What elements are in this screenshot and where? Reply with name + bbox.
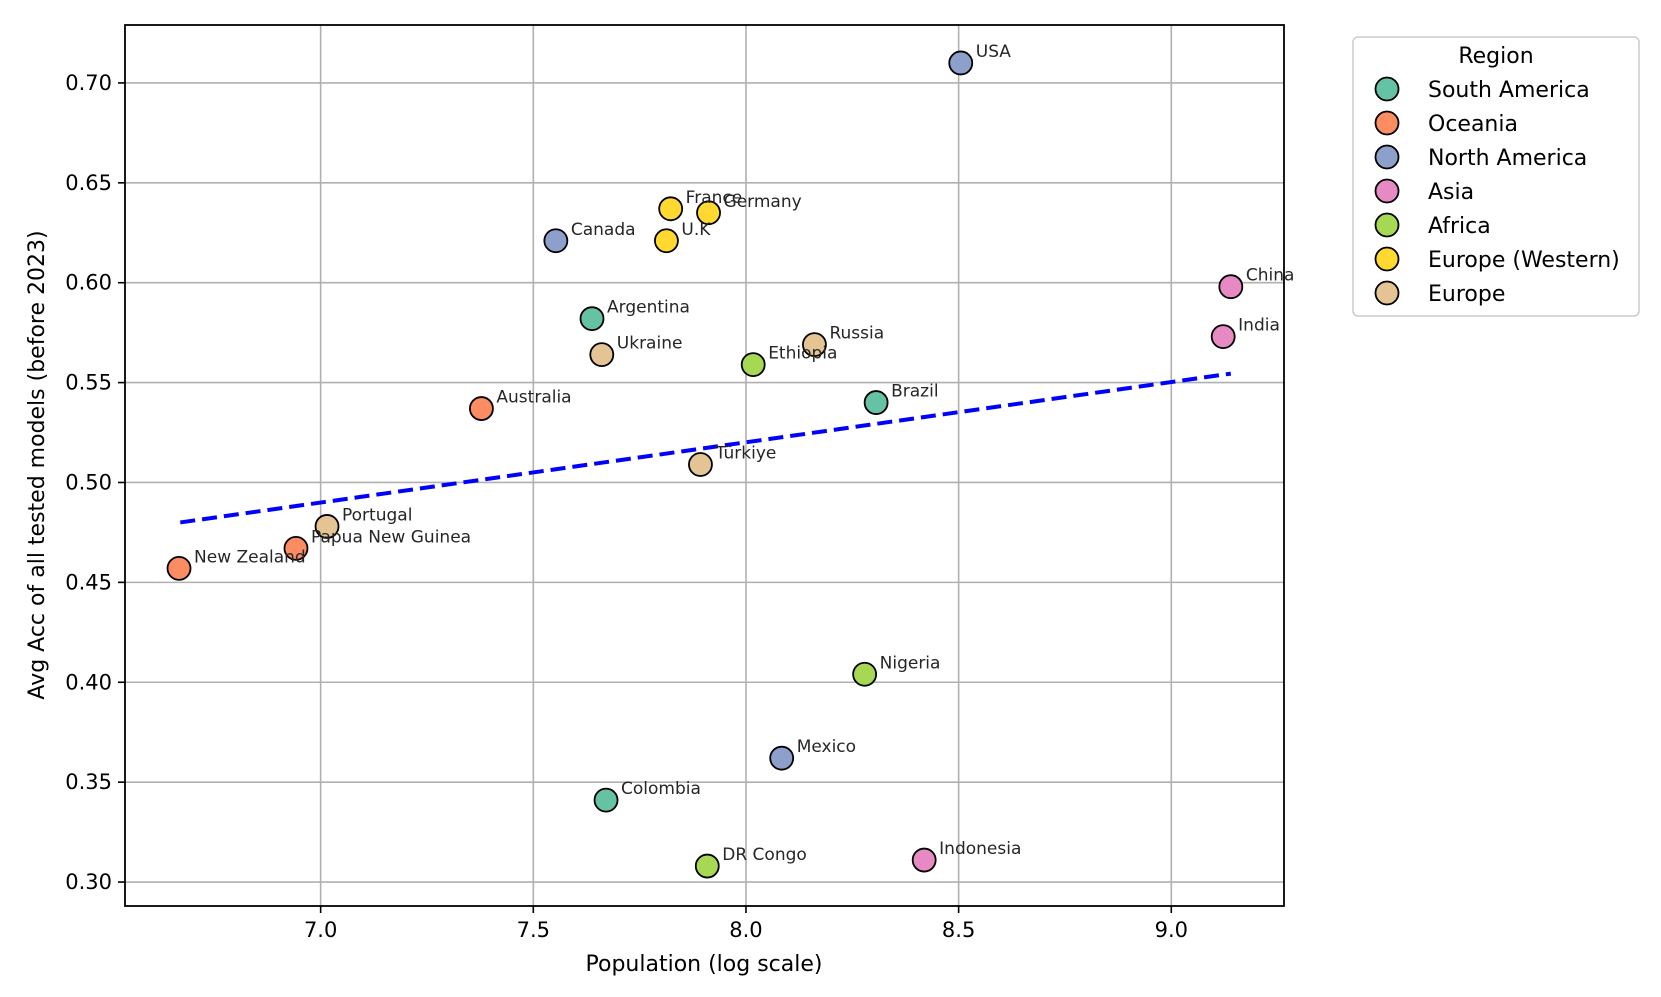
y-tick-label: 0.30 bbox=[65, 870, 112, 894]
point-ethiopia bbox=[740, 352, 766, 378]
y-axis-label: Avg Acc of all tested models (before 202… bbox=[25, 230, 50, 699]
point-nigeria bbox=[852, 661, 878, 687]
legend-label-africa: Africa bbox=[1428, 214, 1491, 239]
legend-marker-europe-western bbox=[1374, 246, 1400, 272]
point-portugal bbox=[314, 514, 340, 539]
y-tick-label: 0.55 bbox=[65, 371, 112, 395]
point-label-mexico: Mexico bbox=[797, 737, 856, 757]
plot-frame bbox=[124, 24, 1285, 907]
point-ukraine bbox=[589, 342, 615, 368]
point-label-indonesia: Indonesia bbox=[939, 839, 1021, 859]
legend-label-asia: Asia bbox=[1428, 180, 1474, 205]
x-axis: 7.0 7.5 8.0 8.5 9.0 bbox=[304, 906, 1188, 942]
x-axis-label: Population (log scale) bbox=[586, 952, 823, 977]
point-label-t-rkiye: Türkiye bbox=[714, 444, 776, 464]
legend-label-south-america: South America bbox=[1428, 78, 1590, 103]
x-tick-label: 7.0 bbox=[304, 918, 337, 942]
point-germany bbox=[696, 200, 721, 226]
point-china bbox=[1218, 274, 1244, 300]
point-label-germany: Germany bbox=[724, 192, 802, 212]
x-tick-label: 9.0 bbox=[1155, 918, 1188, 942]
y-tick-label: 0.35 bbox=[65, 770, 112, 794]
point-label-usa: USA bbox=[976, 42, 1012, 62]
point-label-india: India bbox=[1238, 316, 1280, 336]
point-indonesia bbox=[911, 847, 937, 873]
y-tick-label: 0.70 bbox=[65, 71, 112, 95]
point-canada bbox=[543, 228, 569, 254]
legend-marker-oceania bbox=[1374, 110, 1400, 136]
point-label-papua-new-guinea: Papua New Guinea bbox=[311, 527, 471, 547]
point-label-russia: Russia bbox=[829, 324, 884, 344]
point-australia bbox=[469, 396, 494, 421]
data-points bbox=[166, 50, 1244, 879]
x-tick-label: 8.0 bbox=[729, 918, 762, 942]
legend-label-europe-western: Europe (Western) bbox=[1428, 248, 1620, 273]
legend-title: Region bbox=[1458, 44, 1533, 69]
y-tick-label: 0.40 bbox=[65, 670, 112, 694]
y-axis: 0.30 0.35 0.40 0.45 0.50 0.55 0.60 0.65 0.70 bbox=[65, 71, 125, 894]
y-tick-label: 0.50 bbox=[65, 470, 112, 494]
point-label-new-zealand: New Zealand bbox=[194, 547, 306, 567]
point-label-nigeria: Nigeria bbox=[880, 653, 941, 673]
point-label-colombia: Colombia bbox=[621, 779, 701, 799]
legend-marker-north-america bbox=[1374, 144, 1400, 170]
point-label-france: France bbox=[686, 188, 743, 208]
y-tick-label: 0.45 bbox=[65, 570, 112, 594]
point-new-zealand bbox=[166, 555, 192, 581]
legend: Region South America Oceania North America… bbox=[1352, 36, 1640, 317]
y-tick-label: 0.60 bbox=[65, 271, 112, 295]
point-t-rkiye bbox=[688, 452, 713, 477]
trend-line-group bbox=[180, 371, 1232, 525]
x-tick-label: 8.5 bbox=[942, 918, 975, 942]
point-brazil bbox=[863, 390, 889, 415]
legend-label-oceania: Oceania bbox=[1428, 112, 1518, 137]
point-usa bbox=[948, 50, 974, 76]
point-label-canada: Canada bbox=[571, 220, 636, 240]
y-tick-label: 0.65 bbox=[65, 171, 112, 195]
point-colombia bbox=[593, 787, 619, 813]
legend-marker-asia bbox=[1374, 178, 1400, 204]
point-russia bbox=[802, 332, 827, 358]
point-label-u-k: U.K bbox=[681, 220, 711, 240]
point-u-k bbox=[654, 228, 679, 254]
point-argentina bbox=[579, 306, 605, 332]
x-tick-label: 7.5 bbox=[517, 918, 550, 942]
point-label-australia: Australia bbox=[496, 388, 571, 408]
trend-line bbox=[180, 371, 1232, 525]
point-mexico bbox=[769, 745, 795, 771]
point-label-ethiopia: Ethiopia bbox=[768, 344, 837, 364]
point-papua-new-guinea bbox=[283, 536, 309, 561]
point-india bbox=[1210, 324, 1236, 350]
point-label-portugal: Portugal bbox=[342, 505, 412, 525]
legend-frame bbox=[1352, 36, 1640, 317]
point-label-argentina: Argentina bbox=[607, 298, 690, 318]
legend-label-europe: Europe bbox=[1428, 282, 1505, 307]
legend-marker-africa bbox=[1374, 212, 1400, 238]
legend-marker-south-america bbox=[1374, 76, 1400, 102]
point-label-china: China bbox=[1246, 266, 1295, 286]
legend-marker-europe bbox=[1374, 280, 1400, 306]
legend-label-north-america: North America bbox=[1428, 146, 1587, 171]
legend-entries: South America Oceania North America Asia Afr… bbox=[1374, 76, 1620, 307]
point-dr-congo bbox=[694, 853, 720, 879]
point-label-brazil: Brazil bbox=[891, 382, 938, 402]
grid-lines bbox=[125, 25, 1284, 906]
point-france bbox=[658, 196, 684, 222]
point-label-ukraine: Ukraine bbox=[617, 334, 683, 354]
point-label-dr-congo: DR Congo bbox=[722, 845, 807, 865]
